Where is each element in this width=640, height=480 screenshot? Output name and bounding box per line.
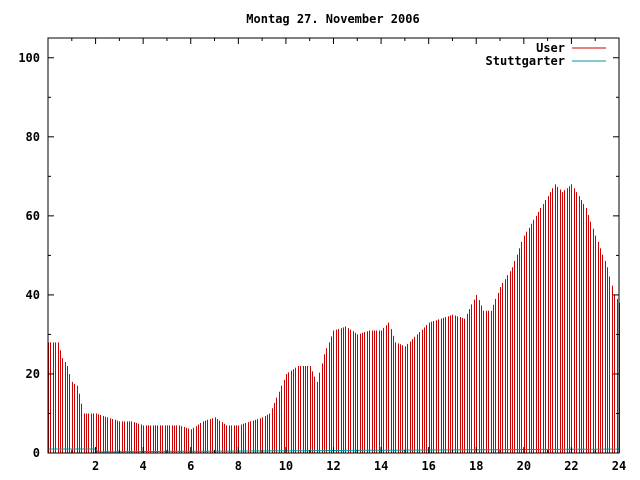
x-tick-label: 14 <box>374 459 388 473</box>
y-tick-label: 80 <box>26 130 40 144</box>
x-tick-label: 10 <box>279 459 293 473</box>
chart-title: Montag 27. November 2006 <box>246 12 419 26</box>
x-tick-label: 16 <box>421 459 435 473</box>
bars-layer <box>48 184 620 453</box>
x-tick-label: 18 <box>469 459 483 473</box>
x-tick-label: 24 <box>612 459 626 473</box>
y-tick-label: 40 <box>26 288 40 302</box>
legend-label: Stuttgarter <box>486 54 565 68</box>
x-tick-label: 8 <box>235 459 242 473</box>
y-tick-label: 100 <box>18 51 40 65</box>
x-tick-label: 12 <box>326 459 340 473</box>
y-tick-label: 20 <box>26 367 40 381</box>
x-tick-label: 20 <box>517 459 531 473</box>
legend-label: User <box>536 41 565 55</box>
x-tick-label: 22 <box>564 459 578 473</box>
y-axis: 0 20 40 60 80 100 <box>18 51 619 460</box>
x-axis: 2 4 6 8 10 12 14 16 18 20 22 24 <box>71 38 626 473</box>
x-tick-label: 6 <box>187 459 194 473</box>
y-tick-label: 0 <box>33 446 40 460</box>
x-tick-label: 4 <box>140 459 147 473</box>
y-tick-label: 60 <box>26 209 40 223</box>
x-tick-label: 2 <box>92 459 99 473</box>
